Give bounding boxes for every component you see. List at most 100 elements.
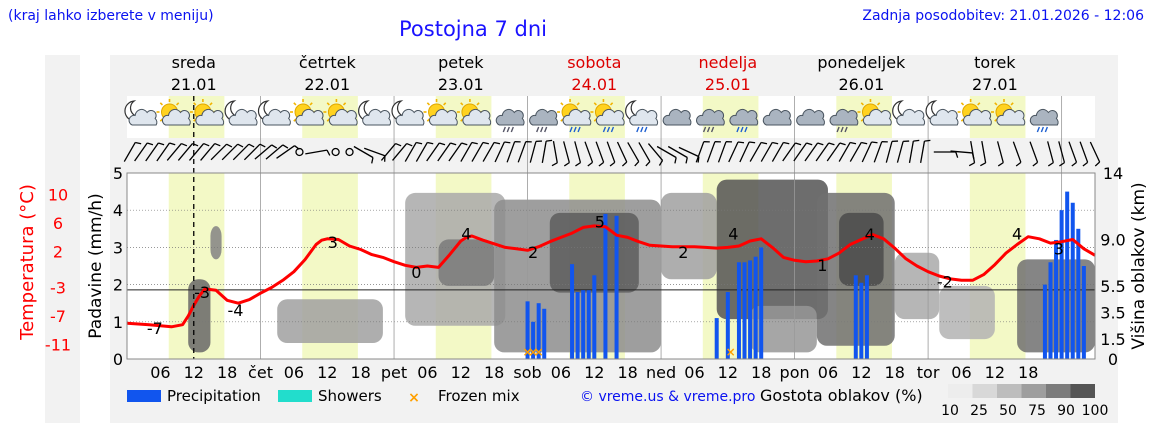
temperature-tick-label: -3 <box>50 278 66 297</box>
wind-barb-shaft <box>563 141 570 163</box>
x-tick-label: ned <box>646 363 676 382</box>
cloud-height-tick-label: 14 <box>1103 164 1123 183</box>
precip-bar <box>603 213 608 359</box>
legend-showers-label: Showers <box>318 387 382 405</box>
weather-symbol-sun-rain <box>590 99 625 133</box>
wind-barb-feather <box>587 161 593 167</box>
wind-barb-feather <box>504 141 511 144</box>
weather-symbol-cloud-rain <box>1029 108 1059 133</box>
wind-barb-feather <box>395 142 402 147</box>
wind-barb-shaft <box>552 141 558 163</box>
wind-barb-shaft <box>156 142 171 162</box>
temperature-label: -7 <box>147 319 163 338</box>
wind-barb-feather <box>850 141 857 145</box>
wind-barb-feather <box>259 143 266 148</box>
snow-mark <box>710 126 715 133</box>
cloud-density-swatch <box>997 384 1022 398</box>
sun-ray <box>1010 102 1014 106</box>
cloud-density-swatch <box>948 384 973 398</box>
rain-mark <box>736 126 740 133</box>
cloud-density-tick: 90 <box>1057 403 1075 419</box>
rain-mark <box>1040 126 1045 133</box>
sun-ray <box>193 102 197 106</box>
cloud-icon <box>228 108 258 126</box>
temperature-tick-label: -11 <box>45 336 71 355</box>
cloud-patch <box>438 239 495 286</box>
day-name: petek <box>438 53 484 72</box>
temperature-axis-panel <box>45 55 80 423</box>
temperature-label: 3 <box>328 233 338 252</box>
wind-barb-shaft <box>873 141 883 163</box>
wind-calm-marker <box>331 147 340 157</box>
sun-ray <box>460 102 464 106</box>
cloud-patch <box>210 226 222 260</box>
wind-barb-shaft <box>616 141 628 163</box>
cloud-icon <box>128 108 158 126</box>
legend-frozen-marker: × <box>408 390 420 406</box>
wind-barb-shaft <box>667 145 688 159</box>
sun-ray <box>159 102 164 106</box>
precip-bar <box>570 264 575 359</box>
wind-barb-feather <box>1047 162 1054 167</box>
weather-symbol-moon-cloud <box>358 100 392 126</box>
weather-symbol-sun-cloud <box>857 99 892 126</box>
wind-barb-feather <box>237 143 244 148</box>
wind-barb-shaft <box>656 145 677 159</box>
weather-symbol-moon-cloud <box>224 100 258 126</box>
precip-bar <box>859 282 864 359</box>
wind-barb-shaft <box>166 143 182 161</box>
weather-symbol-cloud <box>796 108 825 126</box>
precip-bar <box>864 275 869 359</box>
day-date: 24.01 <box>571 75 617 94</box>
rain-mark <box>610 126 615 133</box>
wind-barb-shaft <box>364 147 386 157</box>
wind-barb-shaft <box>305 149 328 155</box>
location-menu-hint: (kraj lahko izberete v meniju) <box>8 8 214 24</box>
wind-barb-feather <box>772 141 779 145</box>
wind-barb-feather <box>817 142 824 146</box>
wind-barb-shaft <box>448 142 463 162</box>
cloud-icon <box>328 108 358 126</box>
cloud-icon <box>762 108 792 126</box>
wind-barb-shaft <box>706 141 716 163</box>
precip-tick-label: 5 <box>113 164 123 183</box>
precip-bar <box>1042 284 1047 359</box>
cloud-icon <box>462 108 492 126</box>
wind-barb-shaft <box>210 143 228 161</box>
wind-barb-feather <box>439 142 446 146</box>
page-title: Postojna 7 dni <box>399 17 547 41</box>
day-date: 22.01 <box>304 75 350 94</box>
weather-symbol-sun-cloud <box>423 99 458 126</box>
wind-barb-shaft <box>134 142 148 162</box>
wind-barb-shaft <box>188 143 205 161</box>
wind-barb-shaft <box>404 142 417 162</box>
cloud-icon <box>428 108 458 126</box>
wind-barb-shaft <box>1029 141 1039 163</box>
cloud-height-tick-label: 5.5 <box>1100 277 1125 296</box>
frozen-mix-marker: × <box>726 345 736 359</box>
sun-ray <box>960 102 965 106</box>
wind-barb-shaft <box>517 141 527 163</box>
cloud-icon <box>161 108 191 126</box>
wind-barb-feather <box>214 142 221 147</box>
sun-ray <box>293 102 297 106</box>
wind-barb-feather <box>1059 162 1065 167</box>
wind-barb-shaft <box>804 142 819 162</box>
wind-barb-shaft <box>437 142 451 162</box>
day-date: 21.01 <box>171 75 217 94</box>
precip-bar <box>536 303 541 359</box>
cloud-icon <box>896 108 926 126</box>
weather-symbol-moon-cloud <box>925 100 959 126</box>
precip-tick-label: 0 <box>113 350 123 369</box>
wind-barb-shaft <box>415 142 428 162</box>
rain-mark <box>636 126 640 133</box>
wind-barb-feather <box>634 161 640 167</box>
rain-mark <box>602 126 607 133</box>
x-tick-label: 18 <box>484 363 504 382</box>
legend-precipitation-label: Precipitation <box>167 387 261 405</box>
wind-barb-shaft <box>595 141 605 163</box>
cloud-icon <box>562 108 592 126</box>
snow-mark <box>836 126 840 133</box>
wind-barb-shaft <box>1058 141 1066 163</box>
rain-mark <box>577 126 581 133</box>
